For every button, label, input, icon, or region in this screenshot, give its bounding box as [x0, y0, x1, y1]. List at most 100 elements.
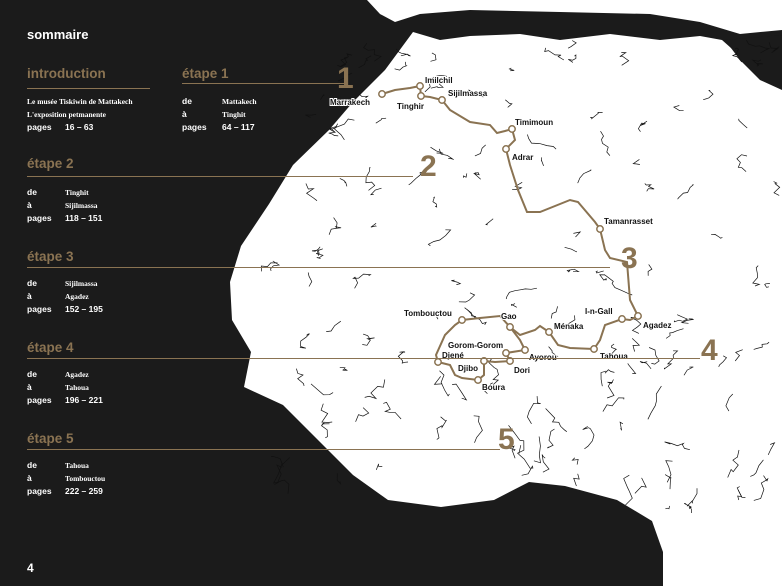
river [370, 187, 382, 196]
a-value: Sijilmassa [65, 201, 98, 210]
river [326, 320, 342, 332]
river [590, 112, 603, 120]
river [339, 366, 348, 371]
river [604, 369, 615, 374]
city-label: Gao [501, 312, 517, 321]
divider [182, 83, 345, 84]
river [527, 396, 541, 424]
river [316, 248, 324, 259]
river [352, 273, 372, 289]
river [328, 217, 342, 235]
city-marker [596, 225, 604, 233]
river [727, 449, 740, 478]
river [664, 474, 672, 490]
river [364, 379, 386, 400]
land [230, 0, 782, 586]
river [270, 260, 281, 272]
etape-heading: étape 1 [182, 66, 229, 81]
river [439, 370, 450, 397]
de-value: Mattakech [222, 97, 257, 106]
pages-value: 196 – 221 [65, 395, 103, 405]
river [683, 366, 694, 376]
city-label: Tombouctou [404, 309, 452, 318]
etape-number: 5 [498, 423, 515, 456]
city-marker [502, 145, 510, 153]
river [362, 333, 375, 346]
river [663, 350, 679, 370]
river [599, 274, 607, 281]
city-label: Gorom-Gorom [448, 341, 503, 350]
city-marker [458, 316, 466, 324]
river [260, 262, 278, 272]
a-label: à [27, 382, 32, 392]
river [665, 505, 670, 510]
city-label: Tinghir [397, 102, 424, 111]
river [602, 397, 625, 412]
de-value: Sijilmassa [65, 279, 98, 288]
river [339, 178, 348, 187]
river [577, 169, 592, 184]
de-value: Tahoua [65, 461, 89, 470]
divider [27, 449, 500, 450]
river [573, 231, 582, 238]
de-label: de [27, 278, 37, 288]
river [452, 383, 468, 401]
river [631, 338, 641, 352]
river [436, 416, 447, 440]
pages-label: pages [27, 395, 52, 405]
intro-pages-label: pages [27, 122, 52, 132]
city-label: Ayorou [529, 353, 557, 362]
river [686, 488, 698, 507]
river [647, 385, 662, 420]
river [505, 287, 537, 300]
pages-label: pages [27, 304, 52, 314]
section-introduction-heading: introduction [27, 66, 106, 81]
city-marker [634, 312, 642, 320]
river [639, 361, 652, 370]
river [606, 379, 615, 399]
a-label: à [27, 200, 32, 210]
city-label: Tamanrasset [604, 217, 653, 226]
river [394, 61, 408, 71]
etape-heading: étape 3 [27, 249, 74, 264]
river [328, 125, 339, 137]
river [512, 181, 523, 190]
river [600, 131, 611, 156]
a-label: à [182, 109, 187, 119]
river [337, 72, 353, 82]
river [632, 159, 640, 165]
river [271, 456, 284, 468]
divider [27, 358, 700, 359]
river [424, 74, 447, 93]
river [540, 157, 544, 167]
river [435, 312, 445, 320]
city-label: Djibo [458, 364, 478, 373]
river [545, 408, 568, 432]
etape-number: 3 [621, 242, 638, 275]
river [430, 52, 437, 62]
city-marker [506, 357, 514, 365]
city-label: Tahoua [600, 352, 628, 361]
river [533, 436, 541, 464]
city-marker [545, 328, 553, 336]
pages-value: 152 – 195 [65, 304, 103, 314]
city-label: Dori [514, 366, 530, 375]
etape-number: 2 [420, 150, 437, 183]
river [296, 368, 305, 386]
city-label: Djené [442, 351, 464, 360]
river [359, 93, 369, 100]
river [340, 57, 348, 68]
river [427, 229, 452, 247]
river [731, 53, 743, 63]
river [433, 376, 443, 385]
a-value: Tinghit [222, 110, 246, 119]
river [677, 184, 694, 200]
river [736, 154, 748, 172]
river [463, 173, 468, 178]
river [623, 474, 633, 506]
intro-pages: 16 – 63 [65, 122, 94, 132]
river [320, 403, 333, 423]
intro-line-1: Le musée Tiskiwin de Mattakech [27, 97, 133, 106]
river [637, 120, 648, 132]
city-marker [521, 346, 529, 354]
